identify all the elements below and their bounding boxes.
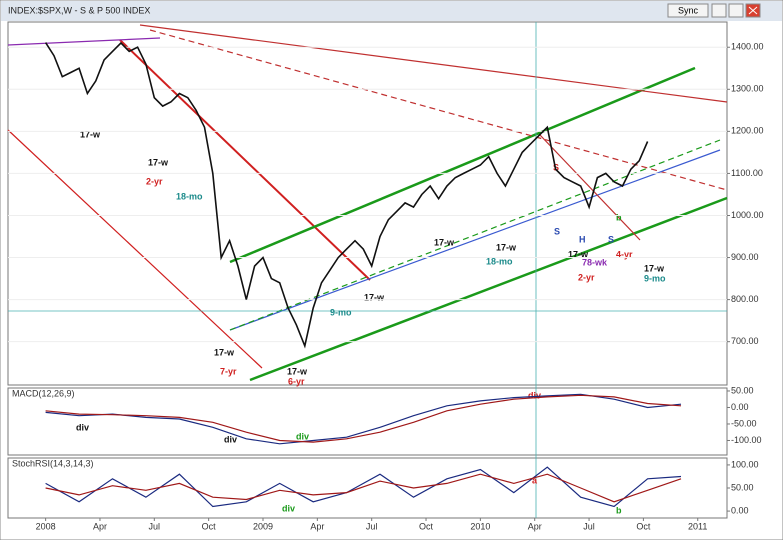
- annotation: 17-w: [80, 129, 101, 139]
- series-line: [45, 466, 682, 508]
- annotation: 18-mo: [176, 191, 203, 201]
- annotation: div: [224, 434, 237, 444]
- annotation: div: [528, 390, 541, 400]
- annotation: 17-w: [644, 263, 665, 273]
- annotation: 2-yr: [578, 272, 595, 282]
- annotation: div: [76, 422, 89, 432]
- annotation: 17-w: [434, 237, 455, 247]
- x-tick-label: Oct: [202, 521, 217, 531]
- x-tick-label: Oct: [419, 521, 434, 531]
- annotation: 17-w: [496, 242, 517, 252]
- x-tick-label: 2010: [470, 521, 490, 531]
- y-tick-label: 1300.00: [731, 84, 764, 94]
- series-line: [45, 394, 682, 443]
- x-tick-label: 2008: [36, 521, 56, 531]
- series-line: [45, 393, 682, 445]
- price-panel: [7, 21, 728, 386]
- annotation: 17-w: [287, 366, 308, 376]
- panel-title: MACD(12,26,9): [12, 388, 75, 398]
- y-tick-label: 50.00: [731, 385, 754, 395]
- x-tick-label: Jul: [583, 521, 595, 531]
- close-icon: [748, 6, 758, 15]
- annotation: 9-mo: [330, 307, 352, 317]
- trendline: [249, 196, 728, 382]
- annotation: 2-yr: [146, 176, 163, 186]
- y-tick-label: -100.00: [731, 435, 762, 445]
- trendline: [539, 134, 641, 241]
- macd-panel: [7, 387, 728, 456]
- window-title: INDEX:$SPX,W - S & P 500 INDEX: [8, 5, 150, 15]
- x-tick-label: Jul: [149, 521, 161, 531]
- annotation: b: [616, 212, 622, 222]
- annotation: 4-yr: [616, 249, 633, 259]
- annotation: 7-yr: [220, 366, 237, 376]
- y-tick-label: 50.00: [731, 482, 754, 492]
- series-line: [44, 41, 649, 349]
- y-tick-label: 1400.00: [731, 42, 764, 52]
- y-tick-label: 800.00: [731, 294, 759, 304]
- x-tick-label: 2011: [688, 521, 707, 531]
- annotation: a: [532, 475, 538, 485]
- x-tick-label: Jul: [366, 521, 378, 531]
- x-tick-label: 2009: [253, 521, 273, 531]
- y-tick-label: 900.00: [731, 252, 759, 262]
- trendline: [229, 139, 721, 331]
- annotation: 6-yr: [288, 376, 305, 386]
- trendline: [119, 39, 371, 281]
- x-tick-label: Oct: [636, 521, 651, 531]
- minimize-button[interactable]: [711, 3, 727, 18]
- sync-label[interactable]: Sync: [678, 5, 699, 15]
- sync-button[interactable]: [667, 3, 709, 18]
- annotation: 17-w: [148, 157, 169, 167]
- trendline: [7, 129, 263, 369]
- annotation: 17-w: [214, 347, 235, 357]
- annotation: div: [282, 503, 295, 513]
- y-tick-label: 1000.00: [731, 210, 764, 220]
- annotation: 17-w: [568, 249, 589, 259]
- annotation: 17-w: [364, 292, 385, 302]
- annotation: 9-mo: [644, 273, 666, 283]
- x-tick-label: Apr: [93, 521, 107, 531]
- y-tick-label: 1100.00: [731, 168, 763, 178]
- panel-title: StochRSI(14,3,14,3): [12, 458, 94, 468]
- y-tick-label: -50.00: [731, 418, 757, 428]
- maximize-button[interactable]: [728, 3, 744, 18]
- y-tick-label: 1200.00: [731, 126, 764, 136]
- series-line: [45, 473, 682, 503]
- y-tick-label: 700.00: [731, 336, 759, 346]
- title-bar: [1, 1, 782, 21]
- annotation: S: [554, 226, 560, 236]
- annotation: 78-wk: [582, 257, 608, 267]
- x-tick-label: Apr: [310, 521, 324, 531]
- annotation: div: [296, 431, 309, 441]
- trendline: [7, 37, 161, 46]
- annotation: 18-mo: [486, 256, 513, 266]
- annotation: S: [608, 234, 614, 244]
- trendline: [229, 66, 696, 264]
- y-tick-label: 0.00: [731, 505, 749, 515]
- annotation: b: [616, 505, 622, 515]
- x-tick-label: Apr: [528, 521, 542, 531]
- y-tick-label: 0.00: [731, 402, 749, 412]
- annotation: H: [579, 234, 586, 244]
- y-tick-label: 100.00: [731, 459, 759, 469]
